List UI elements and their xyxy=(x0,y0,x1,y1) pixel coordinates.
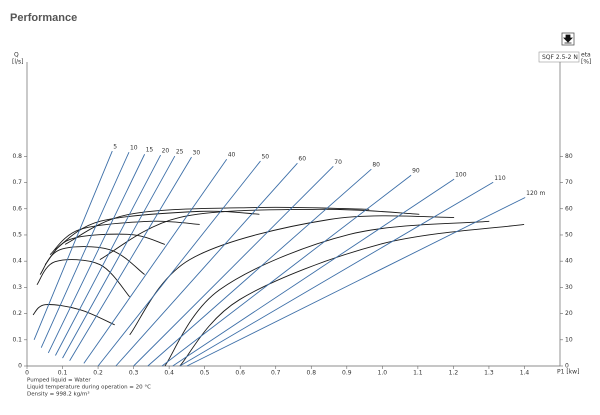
curve-label: 100 xyxy=(455,172,467,179)
curve-label: 90 xyxy=(412,168,420,175)
curve-label: 80 xyxy=(372,162,380,169)
note: Liquid temperature during operation = 20… xyxy=(27,385,151,391)
y-axis-label: Q xyxy=(14,52,19,59)
head-curve xyxy=(55,154,162,356)
y-tick-label: 0.6 xyxy=(12,205,22,212)
head-curve xyxy=(179,181,494,367)
x-tick-label: 1.0 xyxy=(378,370,388,377)
x-tick-label: 0.4 xyxy=(164,370,174,377)
head-curve xyxy=(40,151,130,348)
y2-tick-label: 30 xyxy=(565,284,573,291)
efficiency-curve xyxy=(39,246,145,275)
y-axis-unit: [l/s] xyxy=(12,59,24,66)
head-curve xyxy=(69,156,192,361)
x-tick-label: 0.8 xyxy=(306,370,316,377)
head-curve xyxy=(47,154,146,354)
efficiency-curve xyxy=(49,220,200,255)
efficiency-curve xyxy=(32,304,115,326)
efficiency-curve xyxy=(36,259,131,298)
y2-tick-label: 40 xyxy=(565,258,573,265)
x-tick-label: 1.1 xyxy=(413,370,423,377)
curve-label: 15 xyxy=(146,147,154,154)
curve-label: 10 xyxy=(130,145,138,152)
note: Pumped liquid = Water xyxy=(27,378,91,384)
y-tick-label: 0.3 xyxy=(12,284,22,291)
y2-tick-label: 60 xyxy=(565,205,573,212)
legend-label: SQF 2.5-2 N xyxy=(542,54,578,61)
page-title: Performance xyxy=(10,12,77,24)
efficiency-curve xyxy=(179,224,525,367)
x-tick-label: 1.2 xyxy=(449,370,459,377)
curve-label: 70 xyxy=(334,159,342,166)
y2-tick-label: 20 xyxy=(565,310,573,317)
y-tick-label: 0 xyxy=(18,363,22,370)
y2-axis-label: eta xyxy=(581,52,591,59)
head-curve xyxy=(147,168,372,367)
x-axis-label: P1 [kw] xyxy=(557,369,579,376)
y2-tick-label: 80 xyxy=(565,153,573,160)
x-tick-label: 0 xyxy=(25,370,29,377)
curve-label: 120 m xyxy=(526,190,545,197)
y2-tick-label: 50 xyxy=(565,231,573,238)
head-curve xyxy=(83,158,228,364)
curve-label: 25 xyxy=(176,149,184,156)
head-curve xyxy=(62,155,176,359)
x-tick-label: 0.7 xyxy=(271,370,281,377)
curve-label: 110 xyxy=(494,175,506,182)
efficiency-curve xyxy=(164,220,490,367)
head-curve xyxy=(172,178,455,367)
head-curve xyxy=(115,162,298,367)
head-curve xyxy=(133,165,334,367)
head-curve xyxy=(97,160,261,367)
download-icon[interactable] xyxy=(563,34,573,44)
download-button[interactable] xyxy=(561,32,575,46)
y-tick-label: 0.1 xyxy=(12,336,22,343)
y2-tick-label: 10 xyxy=(565,336,573,343)
efficiency-curve xyxy=(54,210,260,251)
y2-tick-label: 70 xyxy=(565,179,573,186)
efficiency-curve xyxy=(44,233,165,265)
y2-tick-label: 0 xyxy=(565,363,569,370)
note: Density = 998.2 kg/m³ xyxy=(27,391,90,398)
legend-box xyxy=(538,51,580,63)
y-tick-label: 0.7 xyxy=(12,179,22,186)
x-tick-label: 0.1 xyxy=(58,370,68,377)
x-tick-label: 1.4 xyxy=(520,370,530,377)
curve-label: 40 xyxy=(228,152,236,159)
curve-label: 30 xyxy=(193,150,201,157)
head-curve xyxy=(161,174,412,367)
y-tick-label: 0.5 xyxy=(12,231,22,238)
head-curve xyxy=(186,197,526,367)
x-tick-label: 0.5 xyxy=(200,370,210,377)
x-tick-label: 1.3 xyxy=(484,370,494,377)
efficiency-curve xyxy=(64,206,370,245)
x-tick-label: 0.2 xyxy=(93,370,103,377)
y-tick-label: 0.8 xyxy=(12,153,22,160)
y2-axis-unit: [%] xyxy=(581,59,591,66)
head-curve xyxy=(33,150,113,340)
y-tick-label: 0.4 xyxy=(12,258,22,265)
curve-label: 20 xyxy=(162,148,170,155)
y-tick-label: 0.2 xyxy=(12,310,22,317)
x-tick-label: 0.6 xyxy=(235,370,245,377)
curve-label: 50 xyxy=(261,154,269,161)
curve-label: 5 xyxy=(113,144,117,151)
x-tick-label: 0.3 xyxy=(129,370,139,377)
curve-label: 60 xyxy=(298,156,306,163)
x-tick-label: 0.9 xyxy=(342,370,352,377)
